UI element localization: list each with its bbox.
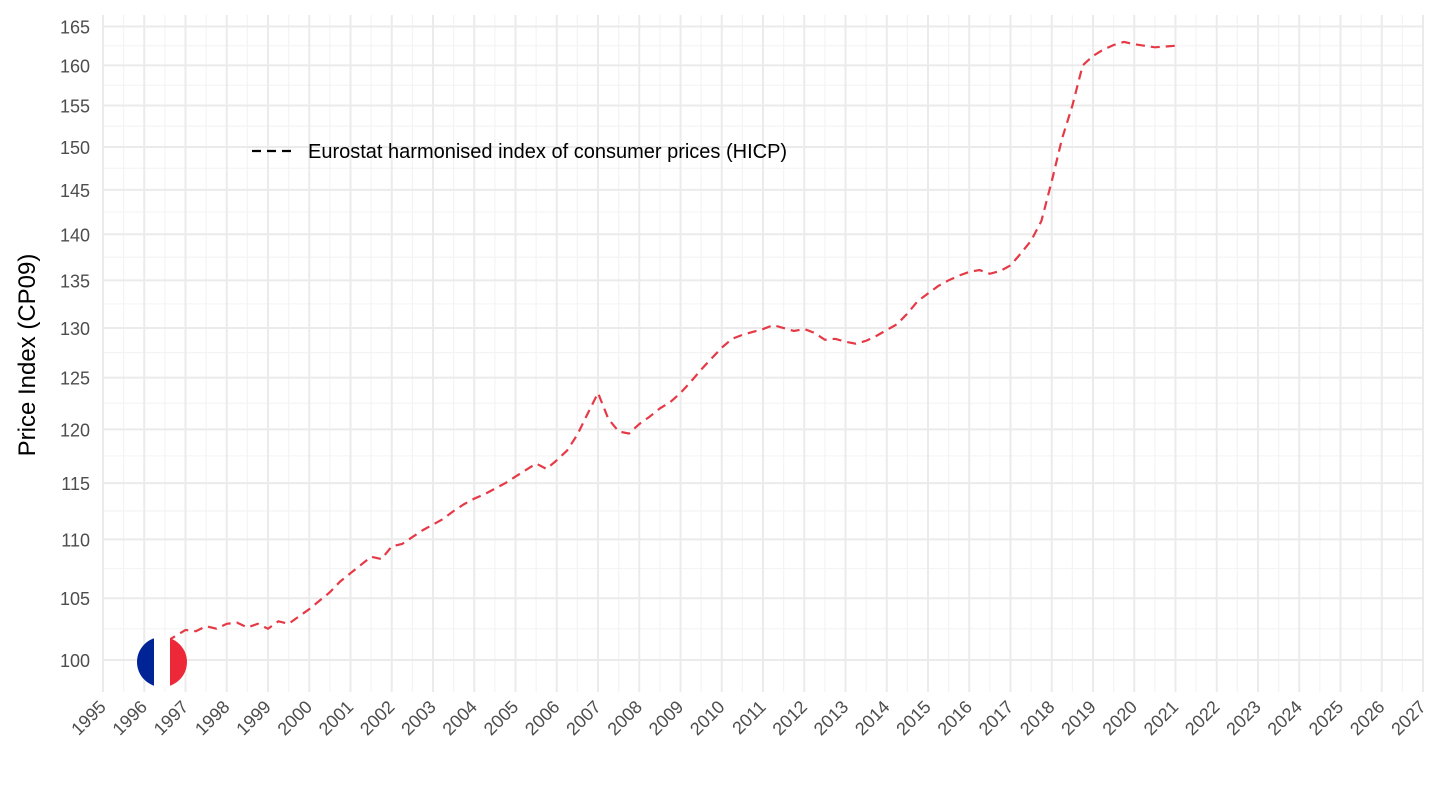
major-grid: [102, 15, 1424, 692]
x-tick-label: 2018: [1016, 697, 1058, 739]
x-tick-label: 2004: [439, 697, 481, 739]
france-flag-icon: [137, 637, 187, 687]
legend-label: Eurostat harmonised index of consumer pr…: [308, 141, 787, 163]
x-tick-label: 1996: [109, 697, 151, 739]
x-tick-label: 2012: [769, 697, 811, 739]
y-tick-label: 120: [60, 420, 90, 440]
y-tick-label: 160: [60, 56, 90, 76]
series-line-hicp: [143, 40, 1176, 661]
x-tick-label: 2010: [686, 697, 728, 739]
x-tick-label: 2021: [1140, 697, 1182, 739]
x-axis: 1995199619971998199920002001200220032004…: [67, 697, 1429, 739]
x-tick-label: 1998: [191, 697, 233, 739]
x-tick-label: 2008: [604, 697, 646, 739]
x-tick-label: 2013: [810, 697, 852, 739]
y-tick-label: 135: [60, 271, 90, 291]
y-tick-label: 140: [60, 225, 90, 245]
x-tick-label: 2011: [728, 697, 770, 739]
y-tick-label: 110: [61, 530, 90, 550]
y-tick-label: 145: [60, 181, 90, 201]
y-axis-title: Price Index (CP09): [14, 254, 41, 457]
x-tick-label: 2025: [1305, 697, 1347, 739]
x-tick-label: 2026: [1346, 697, 1388, 739]
minor-grid: [103, 15, 1423, 692]
x-tick-label: 2007: [562, 697, 604, 739]
x-tick-label: 2019: [1057, 697, 1099, 739]
x-tick-label: 2009: [645, 697, 687, 739]
y-tick-label: 100: [60, 651, 90, 671]
y-axis: 100 105 110 115 120 125 130 135 140 145 150 155 160 1…: [60, 17, 90, 671]
x-tick-label: 2002: [356, 697, 398, 739]
x-tick-label: 1995: [67, 697, 109, 739]
legend: Eurostat harmonised index of consumer pr…: [252, 141, 787, 163]
x-tick-label: 1997: [150, 697, 192, 739]
x-tick-label: 1999: [232, 697, 274, 739]
y-tick-label: 115: [61, 474, 90, 494]
x-tick-label: 2000: [274, 697, 316, 739]
y-tick-label: 125: [60, 369, 90, 389]
x-tick-label: 2022: [1181, 697, 1223, 739]
x-tick-label: 2006: [521, 697, 563, 739]
x-tick-label: 2001: [315, 697, 357, 739]
x-tick-label: 2027: [1387, 697, 1429, 739]
x-tick-label: 2015: [892, 697, 934, 739]
x-tick-label: 2020: [1099, 697, 1141, 739]
x-tick-label: 2014: [851, 697, 893, 739]
y-tick-label: 105: [60, 589, 90, 609]
flag-white-band: [154, 637, 170, 687]
x-tick-label: 2003: [397, 697, 439, 739]
y-tick-label: 165: [60, 17, 90, 37]
y-tick-label: 130: [60, 319, 90, 339]
flag-red-band: [170, 637, 187, 687]
x-tick-label: 2024: [1264, 697, 1306, 739]
flag-blue-band: [137, 637, 154, 687]
x-tick-label: 2017: [975, 697, 1017, 739]
x-tick-label: 2016: [934, 697, 976, 739]
x-tick-label: 2005: [480, 697, 522, 739]
y-tick-label: 155: [60, 97, 90, 117]
x-tick-label: 2023: [1222, 697, 1264, 739]
y-tick-label: 150: [60, 138, 90, 158]
